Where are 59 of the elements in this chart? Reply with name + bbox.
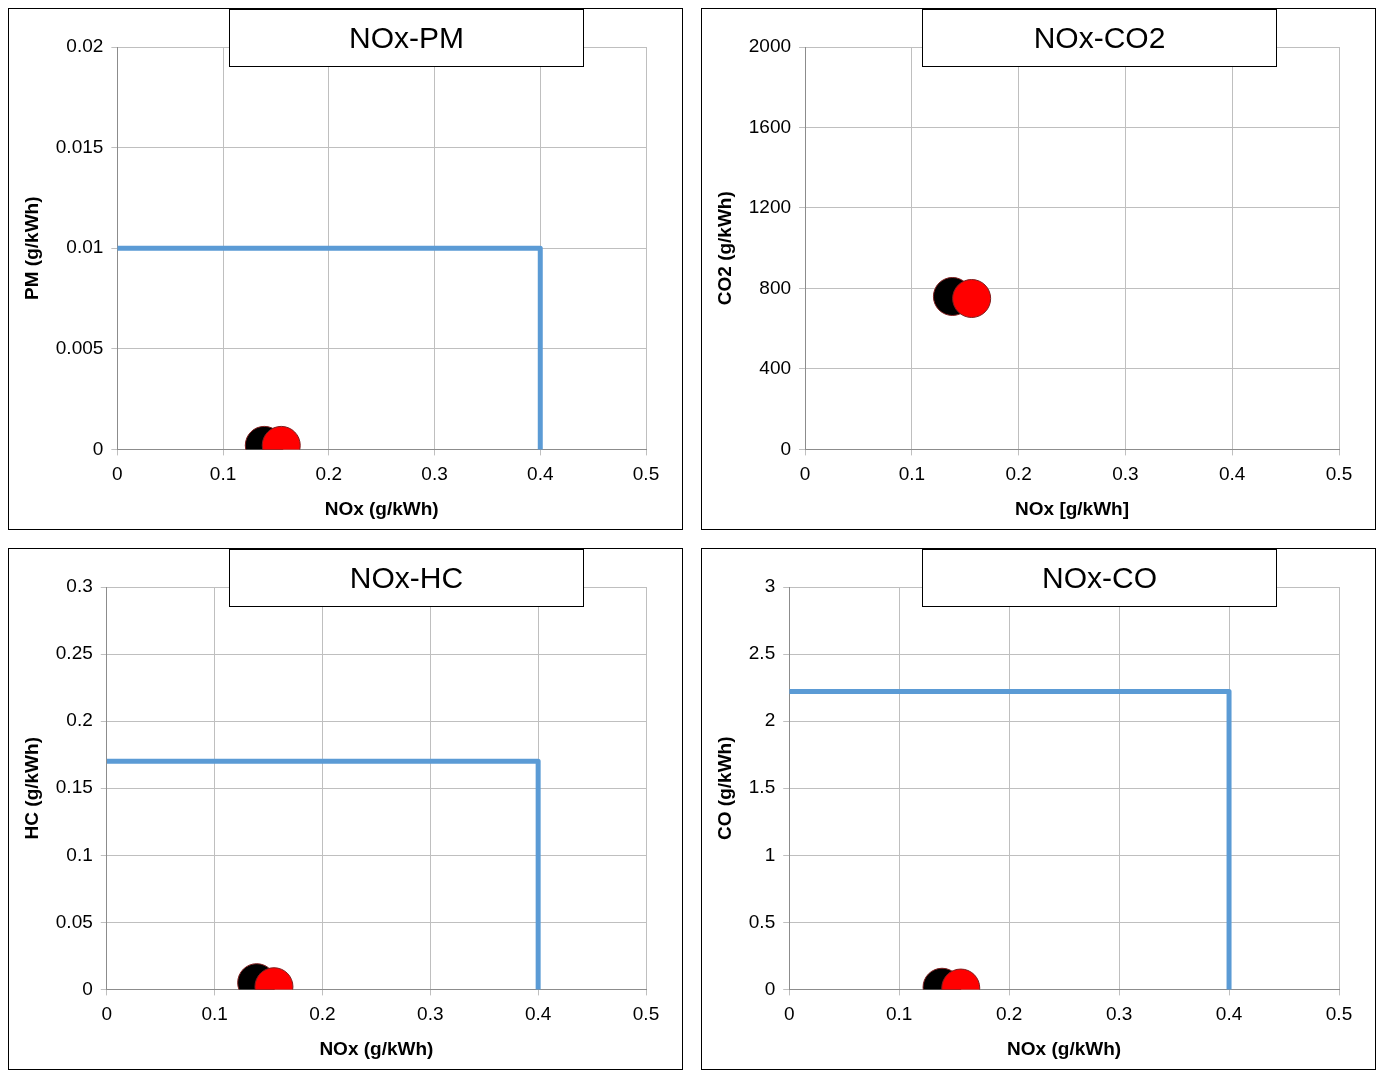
x-tick-label: 0.3 [421,463,448,485]
x-tick-label: 0.5 [632,1003,660,1025]
x-tick-label: 0.4 [1215,1003,1243,1025]
x-tick-label: 0.3 [417,1003,444,1025]
y-tick-label: 0.25 [55,642,93,664]
y-tick-label: 1 [764,843,776,865]
y-tick-label: 0.2 [66,709,93,731]
y-tick-label: 0 [92,437,104,459]
y-axis-title: HC (g/kWh) [20,737,42,840]
title-frame: NOx-HC [229,549,584,607]
x-tick-label: 0.1 [201,1003,228,1025]
x-tick-label: 0.2 [995,1003,1023,1025]
x-tick-label: 0.2 [309,1003,336,1025]
y-tick-label: 2000 [748,35,792,57]
y-tick-label: 2 [764,709,776,731]
title-frame: NOx-CO2 [922,9,1277,67]
y-tick-label: 1200 [748,196,792,218]
y-tick-label: 0 [764,977,776,999]
y-tick-label: 0.05 [55,910,93,932]
x-tick-label: 0.1 [898,463,926,485]
y-tick-label: 0.15 [55,776,93,798]
y-tick-label: 0.005 [55,337,104,359]
y-tick-label: 0 [780,437,792,459]
x-tick-label: 0.5 [632,463,660,485]
x-axis-title: NOx (g/kWh) [319,1037,434,1059]
y-tick-label: 0.1 [66,843,93,865]
y-tick-label: 400 [759,357,792,379]
y-axis-title: CO (g/kWh) [713,736,735,840]
y-axis-title: CO2 (g/kWh) [713,191,735,306]
x-tick-label: 0.5 [1325,1003,1353,1025]
y-tick-label: 2.5 [748,642,776,664]
y-tick-label: 800 [759,276,792,298]
x-tick-label: 0.4 [524,1003,552,1025]
x-tick-label: 0.2 [1005,463,1032,485]
title-frame: NOx-PM [229,9,584,67]
x-axis-title: NOx (g/kWh) [324,497,439,519]
y-axis-title: PM (g/kWh) [20,196,42,300]
x-tick-label: 0.5 [1325,463,1353,485]
x-tick-label: 0.4 [527,463,554,485]
y-tick-label: 0.01 [66,236,104,258]
x-axis-title: NOx (g/kWh) [1007,1037,1122,1059]
x-tick-label: 0 [799,463,811,485]
x-tick-label: 0.4 [1219,463,1246,485]
y-tick-label: 3 [764,575,776,597]
y-tick-label: 0.5 [748,910,776,932]
y-tick-label: 1600 [748,115,792,137]
y-tick-label: 0 [82,977,93,999]
x-axis-title: NOx [g/kWh] [1015,497,1130,519]
y-tick-label: 0.02 [66,35,104,57]
x-tick-label: 0.2 [315,463,343,485]
x-tick-label: 0.3 [1105,1003,1133,1025]
title-frame: NOx-CO [922,549,1277,607]
x-tick-label: 0 [112,463,123,485]
x-tick-label: 0.3 [1112,463,1139,485]
y-tick-label: 0.3 [66,575,93,597]
y-tick-label: 0.015 [55,135,104,157]
y-tick-label: 1.5 [748,776,776,798]
x-tick-label: 0.1 [209,463,237,485]
x-tick-label: 0.1 [885,1003,913,1025]
